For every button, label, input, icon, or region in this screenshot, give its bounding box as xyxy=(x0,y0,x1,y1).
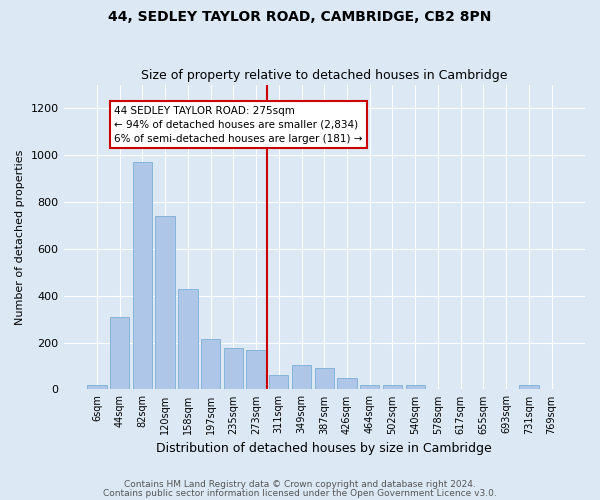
Bar xyxy=(519,384,539,390)
Y-axis label: Number of detached properties: Number of detached properties xyxy=(15,150,25,324)
Bar xyxy=(133,162,152,390)
Text: Contains HM Land Registry data © Crown copyright and database right 2024.: Contains HM Land Registry data © Crown c… xyxy=(124,480,476,489)
Bar xyxy=(87,384,107,390)
Bar xyxy=(292,365,311,390)
Text: 44, SEDLEY TAYLOR ROAD, CAMBRIDGE, CB2 8PN: 44, SEDLEY TAYLOR ROAD, CAMBRIDGE, CB2 8… xyxy=(109,10,491,24)
Bar xyxy=(360,384,379,390)
Title: Size of property relative to detached houses in Cambridge: Size of property relative to detached ho… xyxy=(141,69,508,82)
Bar xyxy=(110,316,130,390)
Bar xyxy=(269,376,289,390)
Bar xyxy=(201,339,220,390)
Bar xyxy=(247,350,266,390)
Text: 44 SEDLEY TAYLOR ROAD: 275sqm
← 94% of detached houses are smaller (2,834)
6% of: 44 SEDLEY TAYLOR ROAD: 275sqm ← 94% of d… xyxy=(114,106,362,144)
Bar xyxy=(314,368,334,390)
Bar xyxy=(406,384,425,390)
X-axis label: Distribution of detached houses by size in Cambridge: Distribution of detached houses by size … xyxy=(157,442,492,455)
Bar xyxy=(224,348,243,390)
Bar xyxy=(155,216,175,390)
Text: Contains public sector information licensed under the Open Government Licence v3: Contains public sector information licen… xyxy=(103,489,497,498)
Bar xyxy=(178,288,197,390)
Bar xyxy=(383,384,402,390)
Bar xyxy=(337,378,356,390)
